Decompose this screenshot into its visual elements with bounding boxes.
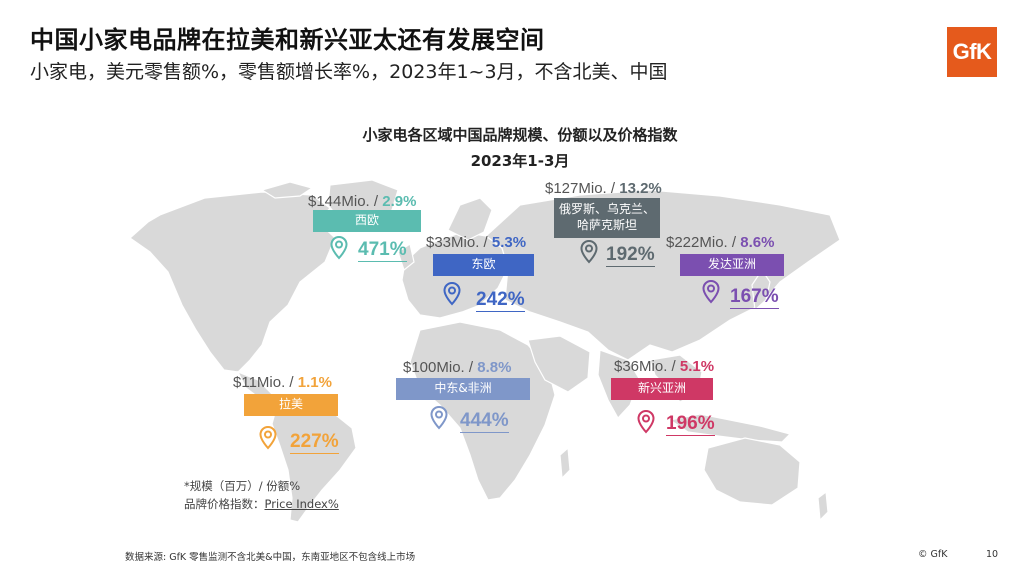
gfk-logo: GfK [947, 27, 997, 77]
map-pin-icon [259, 426, 277, 450]
region-label-latin-america: 拉美 [244, 394, 338, 416]
region-size: $127Mio. [545, 180, 607, 197]
region-label-western-europe: 西欧 [313, 210, 421, 232]
price-index-note-prefix: 品牌价格指数： [184, 497, 265, 511]
price-index-developed-asia: 167% [730, 286, 779, 309]
price-index-eastern-europe: 242% [476, 289, 525, 312]
price-index-latin-america: 227% [290, 431, 339, 454]
region-stat-developed-asia: $222Mio. / 8.6% [666, 234, 775, 251]
map-pin-icon [443, 282, 461, 306]
price-index-note: 品牌价格指数：Price Index% [184, 496, 339, 512]
footer-copyright: © GfK [918, 549, 948, 560]
region-size: $36Mio. [614, 358, 668, 375]
price-index-emerging-asia: 196% [666, 413, 715, 436]
region-size: $33Mio. [426, 234, 480, 251]
region-label-middle-east-africa: 中东&非洲 [396, 378, 530, 400]
price-index-western-europe: 471% [358, 239, 407, 262]
region-label-russia-ukraine-kz: 俄罗斯、乌克兰、 哈萨克斯坦 [554, 198, 660, 238]
page-number: 10 [986, 549, 999, 560]
map-pin-icon [330, 236, 348, 260]
region-share: 13.2% [619, 180, 662, 197]
region-name-line2: 哈萨克斯坦 [576, 218, 637, 232]
price-index-middle-east-africa: 444% [460, 410, 509, 433]
legend-note: *规模（百万）/ 份额% [184, 479, 301, 493]
map-pin-icon [430, 406, 448, 430]
map-pin-icon [637, 410, 655, 434]
map-pin-icon [702, 280, 720, 304]
price-index-russia-ukraine-kz: 192% [606, 244, 655, 267]
region-size: $222Mio. [666, 234, 728, 251]
region-label-developed-asia: 发达亚洲 [680, 254, 784, 276]
region-share: 2.9% [382, 193, 417, 210]
page-title: 中国小家电品牌在拉美和新兴亚太还有发展空间 [30, 26, 545, 54]
region-stat-latin-america: $11Mio. / 1.1% [233, 374, 332, 391]
region-share: 8.8% [477, 359, 512, 376]
region-label-eastern-europe: 东欧 [433, 254, 534, 276]
region-stat-western-europe: $144Mio. / 2.9% [308, 193, 417, 210]
region-size: $11Mio. [233, 374, 286, 391]
region-stat-eastern-europe: $33Mio. / 5.3% [426, 234, 527, 251]
region-share: 5.1% [679, 358, 715, 375]
price-index-link[interactable]: Price Index% [264, 497, 339, 511]
region-size: $100Mio. [403, 359, 465, 376]
page-subtitle: 小家电，美元零售额%，零售额增长率%，2023年1~3月，不含北美、中国 [30, 61, 668, 83]
region-stat-emerging-asia: $36Mio. / 5.1% [614, 358, 715, 375]
region-share: 5.3% [491, 234, 527, 251]
region-stat-middle-east-africa: $100Mio. / 8.8% [403, 359, 512, 376]
region-stat-russia-ukraine-kz: $127Mio. / 13.2% [545, 180, 662, 197]
region-label-emerging-asia: 新兴亚洲 [611, 378, 713, 400]
footer-source: 数据来源: GfK 零售监测不含北美&中国，东南亚地区不包含线上市场 [125, 552, 416, 563]
map-pin-icon [580, 240, 598, 264]
region-share: 8.6% [740, 234, 775, 251]
region-name-line1: 俄罗斯、乌克兰、 [558, 202, 655, 217]
region-share: 1.1% [297, 374, 332, 391]
region-size: $144Mio. [308, 193, 370, 210]
map-land [129, 179, 841, 523]
map-period: 2023年1-3月 [470, 152, 570, 170]
map-title: 小家电各区域中国品牌规模、份额以及价格指数 [362, 126, 678, 144]
